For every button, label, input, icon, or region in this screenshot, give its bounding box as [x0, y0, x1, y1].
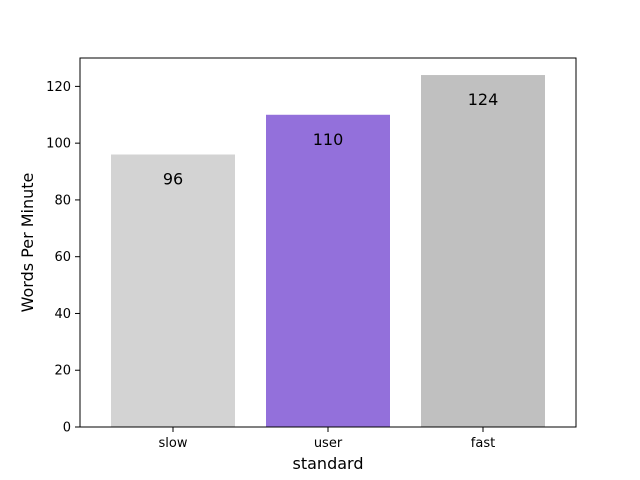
y-axis-ticks: 0 20 40 60 80 100 120: [46, 80, 80, 436]
bar-fast: [421, 75, 545, 428]
bar-value-label: 96: [163, 170, 183, 189]
y-tick-label: 40: [54, 307, 71, 322]
bar-user: [266, 114, 390, 428]
bar-value-label: 124: [468, 90, 499, 109]
y-tick-label: 0: [63, 421, 71, 436]
x-tick-label: fast: [471, 436, 495, 451]
bars-group: [111, 75, 545, 428]
y-tick-label: 60: [54, 250, 71, 265]
bar-value-label: 110: [313, 130, 344, 149]
plot-frame: [79, 57, 577, 428]
bar-labels-group: 96 110 124: [163, 90, 498, 188]
y-tick-label: 120: [46, 80, 71, 95]
x-tick-label: user: [314, 436, 343, 451]
x-axis-ticks: slow user fast: [159, 427, 495, 451]
y-tick-label: 20: [54, 364, 71, 379]
x-axis-label: standard: [293, 454, 364, 473]
x-tick-label: slow: [159, 436, 188, 451]
bar-slow: [111, 154, 235, 427]
y-axis-label: Words Per Minute: [18, 173, 37, 313]
y-tick-label: 80: [54, 193, 71, 208]
y-tick-label: 100: [46, 137, 71, 152]
